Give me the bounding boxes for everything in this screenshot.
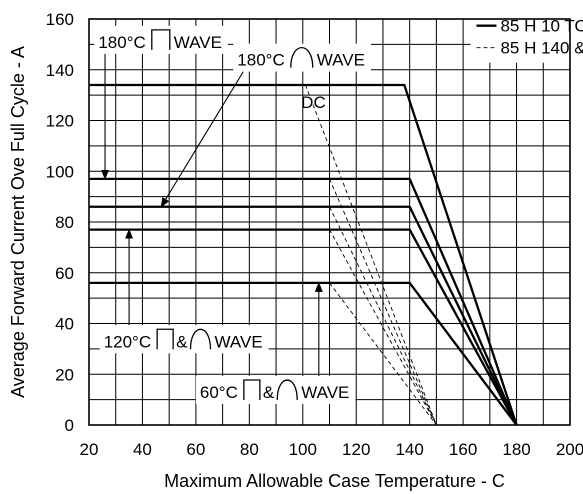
x-tick-label: 160 [449,440,477,459]
y-axis-title: Average Forward Current Ove Full Cycle -… [8,46,28,398]
series-solid-line [89,228,518,426]
annotation-label: 120°C & WAVE [99,325,269,354]
x-tick-label: 40 [133,440,152,459]
annotation-text: WAVE [214,332,262,351]
y-tick-label: 100 [46,162,74,181]
plot-frame [88,18,571,426]
annotation-text: 120°C [104,332,151,351]
y-tick-label: 0 [65,416,74,435]
annotation-text: WAVE [174,33,222,52]
series-layer [89,83,518,426]
annotation-dc: DC [301,93,326,112]
series-dashed-line [329,282,437,426]
series-dashed-line [329,206,437,426]
annotation-label: 180°C WAVE [94,25,228,54]
annotation-text: 180°C [237,51,284,70]
series-dashed-line [305,84,437,426]
x-tick-label: 180 [502,440,530,459]
legend-label: 85 H 10 TO 120 [500,17,583,36]
y-tick-label: 140 [46,61,74,80]
annotation-sine180: 180°C WAVE [160,43,371,208]
legend-label: 85 H 140 & 160 [500,39,583,58]
series-dashed-line [329,229,437,426]
annotation-text: WAVE [317,51,365,70]
series-solid-line [89,83,518,426]
legend: 85 H 10 TO 120 85 H 140 & 160 [470,16,583,63]
series-solid-line [89,177,518,426]
annotation-w120: 120°C & WAVE [99,228,269,354]
y-tick-label: 80 [55,213,74,232]
annotation-w60: 60°C & WAVE [195,281,356,405]
x-tick-label: 200 [556,440,583,459]
annotation-label: 180°C WAVE [233,43,371,72]
annotation-text: DC [301,93,326,112]
y-tick-label: 120 [46,112,74,131]
sine-wave-icon [189,328,212,350]
annotation-text: & [176,332,188,351]
y-tick-label: 60 [55,264,74,283]
y-tick-label: 160 [46,10,74,29]
annotation-label-background [99,325,269,354]
x-tick-label: 120 [342,440,370,459]
square-wave-icon [243,379,261,401]
annotations-layer: DC 180°C WAVE 180°C WAVE 120°C & WAVE 60°C & WAVE [94,25,371,405]
sine-wave-icon [290,47,314,68]
x-tick-label: 140 [395,440,423,459]
x-tick-label: 60 [186,440,205,459]
series-solid-line [89,205,518,426]
x-tick-label: 20 [80,440,99,459]
axes: 20 40 60 80 100 120 140 160 180 200 0 20 40 60 80 100 12… [8,10,583,491]
x-tick-label: 100 [289,440,317,459]
sine-wave-icon [276,379,298,401]
square-wave-icon [156,328,174,350]
square-wave-icon [151,29,171,50]
annotation-text: WAVE [301,383,349,402]
annotation-text: 180°C [98,33,145,52]
x-tick-label: 80 [240,440,259,459]
annotation-label-background [94,25,228,54]
annotation-text: & [263,383,275,402]
x-axis-title: Maximum Allowable Case Temperature - C [164,471,505,491]
series-dashed-line [329,178,437,426]
annotation-text: 60°C [200,383,238,402]
y-tick-label: 20 [55,365,74,384]
annotation-sq180: 180°C WAVE [94,25,228,180]
legend-background [470,16,569,63]
annotation-arrow [160,71,244,208]
series-solid-line [89,281,518,426]
annotation-label: 60°C & WAVE [195,376,356,405]
grid [89,19,570,425]
annotation-label-background [195,376,356,405]
y-tick-label: 40 [55,315,74,334]
